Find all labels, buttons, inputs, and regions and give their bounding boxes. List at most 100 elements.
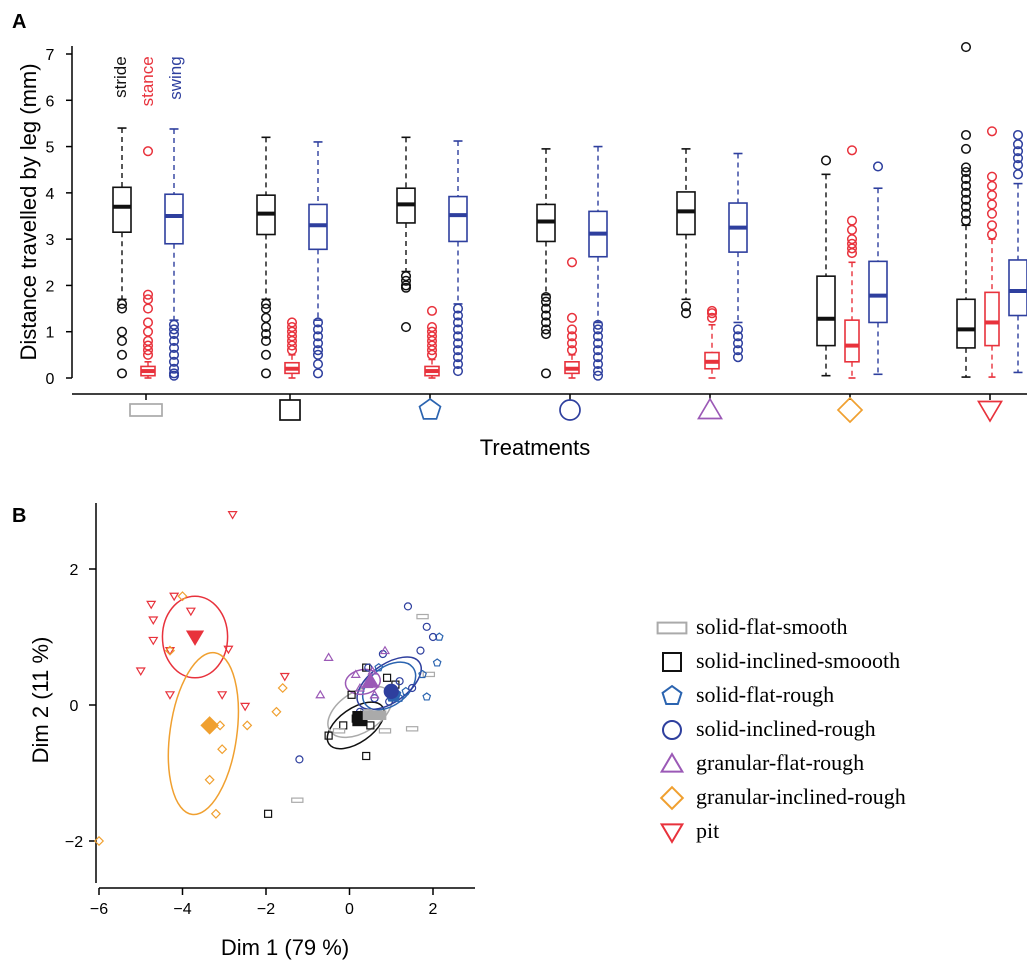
- ellipse-granular-inclined-rough: [167, 651, 240, 816]
- box-stance: [704, 305, 720, 379]
- box-stance: [284, 317, 300, 379]
- x-tick-label: −6: [90, 901, 108, 918]
- outlier-point: [312, 324, 324, 335]
- outlier-point: [142, 317, 154, 328]
- legend-label-stance: stance: [138, 56, 157, 106]
- panel-b-centroids: [185, 630, 402, 735]
- treatment-symbol-square: [279, 399, 301, 421]
- point-pit: [279, 672, 290, 682]
- y-tick-label: 0: [70, 698, 79, 715]
- box-stance: [564, 257, 580, 379]
- outlier-point: [116, 349, 128, 360]
- outlier-point: [566, 331, 578, 342]
- y-tick-label: −2: [65, 834, 83, 851]
- point-solid-inclined-rough: [295, 755, 304, 764]
- legend-label-solid-flat-rough: solid-flat-rough: [696, 682, 834, 707]
- outlier-point: [566, 345, 578, 356]
- outlier-point: [592, 370, 604, 381]
- box-stride: [816, 155, 836, 377]
- outlier-point: [400, 275, 412, 286]
- box-iqr: [844, 319, 860, 363]
- box-iqr: [816, 275, 836, 347]
- point-pit: [146, 600, 157, 610]
- point-granular-flat-rough: [369, 689, 380, 699]
- box-stance: [844, 145, 860, 379]
- outlier-point: [732, 338, 744, 349]
- point-solid-inclined-rough: [403, 602, 413, 611]
- panel-a-label: A: [12, 11, 26, 33]
- outlier-point: [452, 324, 464, 335]
- point-solid-flat-smooth: [332, 728, 346, 734]
- x-tick-label: −2: [257, 901, 275, 918]
- outlier-point: [706, 312, 718, 323]
- point-pit: [169, 592, 180, 602]
- outlier-point: [592, 345, 604, 356]
- box-stance: [140, 146, 156, 379]
- legend-symbol-granular-inclined-rough: [659, 785, 685, 811]
- point-solid-flat-smooth: [422, 671, 436, 678]
- box-stride: [676, 148, 696, 319]
- outlier-point: [1012, 146, 1024, 157]
- outlier-point: [452, 317, 464, 328]
- point-pit: [148, 616, 159, 626]
- panel-a-x-symbols: [129, 394, 1003, 424]
- outlier-point: [116, 368, 128, 379]
- outlier-point: [540, 324, 552, 335]
- outlier-point: [142, 294, 154, 305]
- outlier-point: [706, 305, 718, 316]
- box-swing: [868, 161, 888, 376]
- outlier-point: [426, 305, 438, 316]
- point-granular-inclined-rough: [164, 645, 176, 656]
- point-pit: [217, 691, 228, 700]
- outlier-point: [680, 301, 692, 312]
- outlier-point: [312, 345, 324, 356]
- point-solid-inclined-smoooth: [339, 721, 348, 730]
- outlier-point: [960, 208, 972, 219]
- treatment-symbol-circle: [559, 399, 581, 421]
- ellipse-solid-inclined-smoooth: [326, 701, 385, 750]
- box-stride: [112, 127, 132, 379]
- outlier-point: [400, 271, 412, 282]
- outlier-point: [986, 171, 998, 182]
- outlier-point: [168, 342, 180, 353]
- outlier-point: [260, 349, 272, 360]
- point-solid-inclined-rough: [428, 632, 438, 642]
- box-stride: [956, 42, 976, 378]
- outlier-point: [260, 368, 272, 379]
- outlier-point: [260, 303, 272, 314]
- point-solid-flat-smooth: [291, 797, 304, 803]
- outlier-point: [960, 162, 972, 173]
- outlier-point: [986, 229, 998, 240]
- outlier-point: [592, 324, 604, 335]
- y-tick-label: 4: [46, 186, 55, 203]
- legend-label-granular-inclined-rough: granular-inclined-rough: [696, 784, 906, 809]
- point-granular-inclined-rough: [271, 706, 282, 717]
- outlier-point: [820, 155, 832, 166]
- point-solid-inclined-smoooth: [382, 673, 392, 682]
- outlier-point: [592, 352, 604, 363]
- outlier-point: [142, 146, 154, 157]
- point-granular-inclined-rough: [210, 808, 221, 819]
- panel-a-boxes: [112, 42, 1027, 381]
- outlier-point: [142, 303, 154, 314]
- outlier-point: [142, 340, 154, 351]
- box-stance: [984, 126, 1000, 378]
- point-pit: [164, 647, 176, 656]
- outlier-point: [846, 238, 858, 249]
- outlier-point: [986, 220, 998, 231]
- y-tick-label: 2: [70, 562, 79, 579]
- panel-b: −6 −4 −2 0 2 −202 Dim 1 (79 %) Dim 2 (11 %) …: [28, 503, 906, 960]
- outlier-point: [286, 322, 298, 333]
- outlier-point: [960, 187, 972, 198]
- outlier-point: [566, 257, 578, 268]
- outlier-point: [732, 352, 744, 363]
- panel-a-y-ticks: 0 1 2 3 4 5 6 7: [46, 47, 72, 388]
- outlier-point: [116, 298, 128, 309]
- point-solid-flat-rough: [418, 669, 427, 679]
- point-granular-inclined-rough: [177, 591, 188, 602]
- outlier-point: [312, 317, 324, 328]
- panel-b-y-ticks: −2 0 2: [65, 562, 96, 851]
- legend-label-solid-inclined-smoooth: solid-inclined-smoooth: [696, 648, 900, 673]
- point-solid-inclined-smoooth: [362, 751, 371, 761]
